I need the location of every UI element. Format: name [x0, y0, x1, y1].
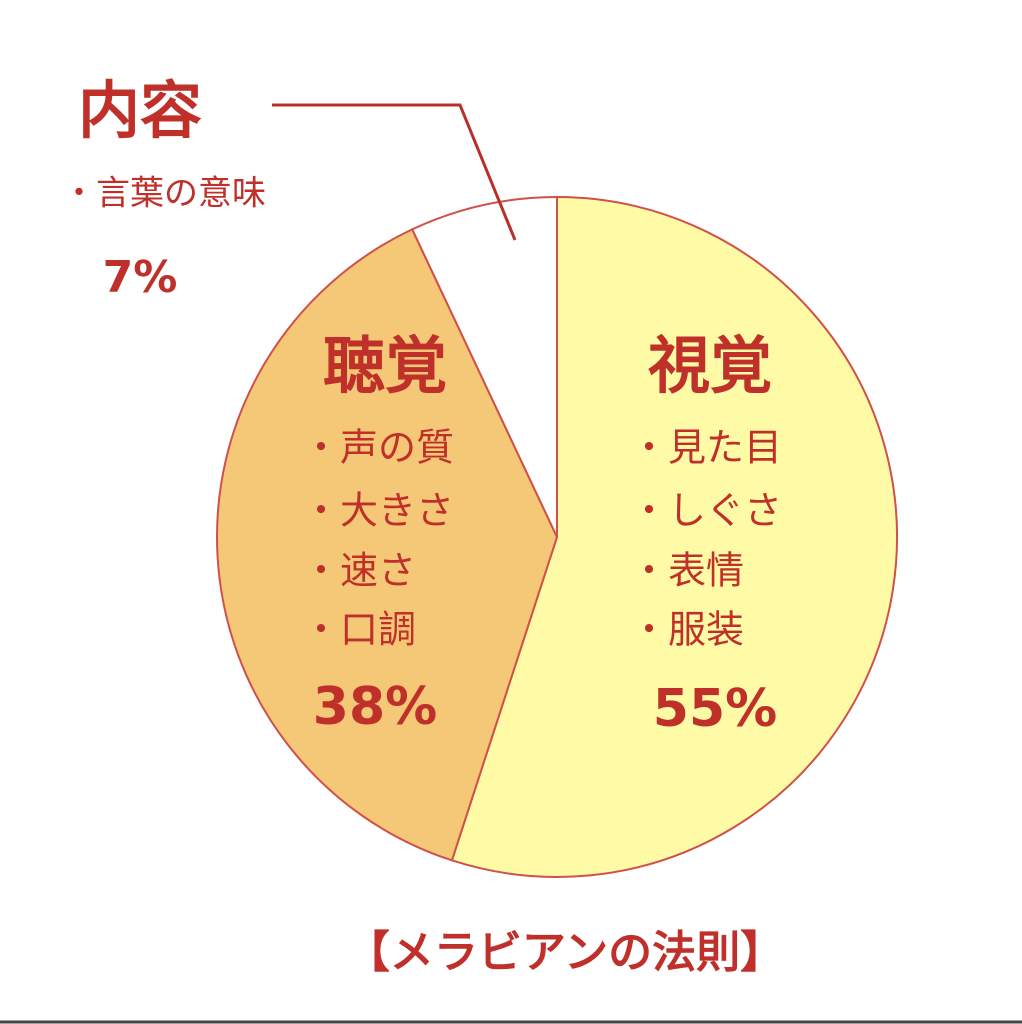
slice-item: ・口調	[302, 608, 416, 652]
leader-line	[272, 103, 517, 241]
slice-name: 視覚	[648, 329, 772, 402]
slice-item: ・声の質	[302, 426, 454, 470]
slice-item: ・大きさ	[302, 489, 454, 533]
slice-item: ・言葉の意味	[62, 174, 266, 214]
slice-name: 内容	[78, 74, 202, 147]
slice-item: ・しぐさ	[630, 489, 782, 533]
pie-slice	[450, 195, 899, 878]
chart-title: 【メラビアンの法則】	[346, 927, 784, 978]
slice-item: ・速さ	[302, 549, 416, 593]
value-label: 38%	[313, 677, 437, 737]
slice-name: 聴覚	[323, 329, 447, 402]
slice-item: ・服装	[630, 608, 744, 652]
slice-item: ・表情	[630, 549, 744, 593]
slice-item: ・見た目	[630, 426, 782, 470]
pie-slice	[410, 195, 558, 538]
value-label: 7%	[103, 252, 178, 303]
pie-slice	[216, 228, 559, 862]
value-label: 55%	[653, 679, 777, 739]
